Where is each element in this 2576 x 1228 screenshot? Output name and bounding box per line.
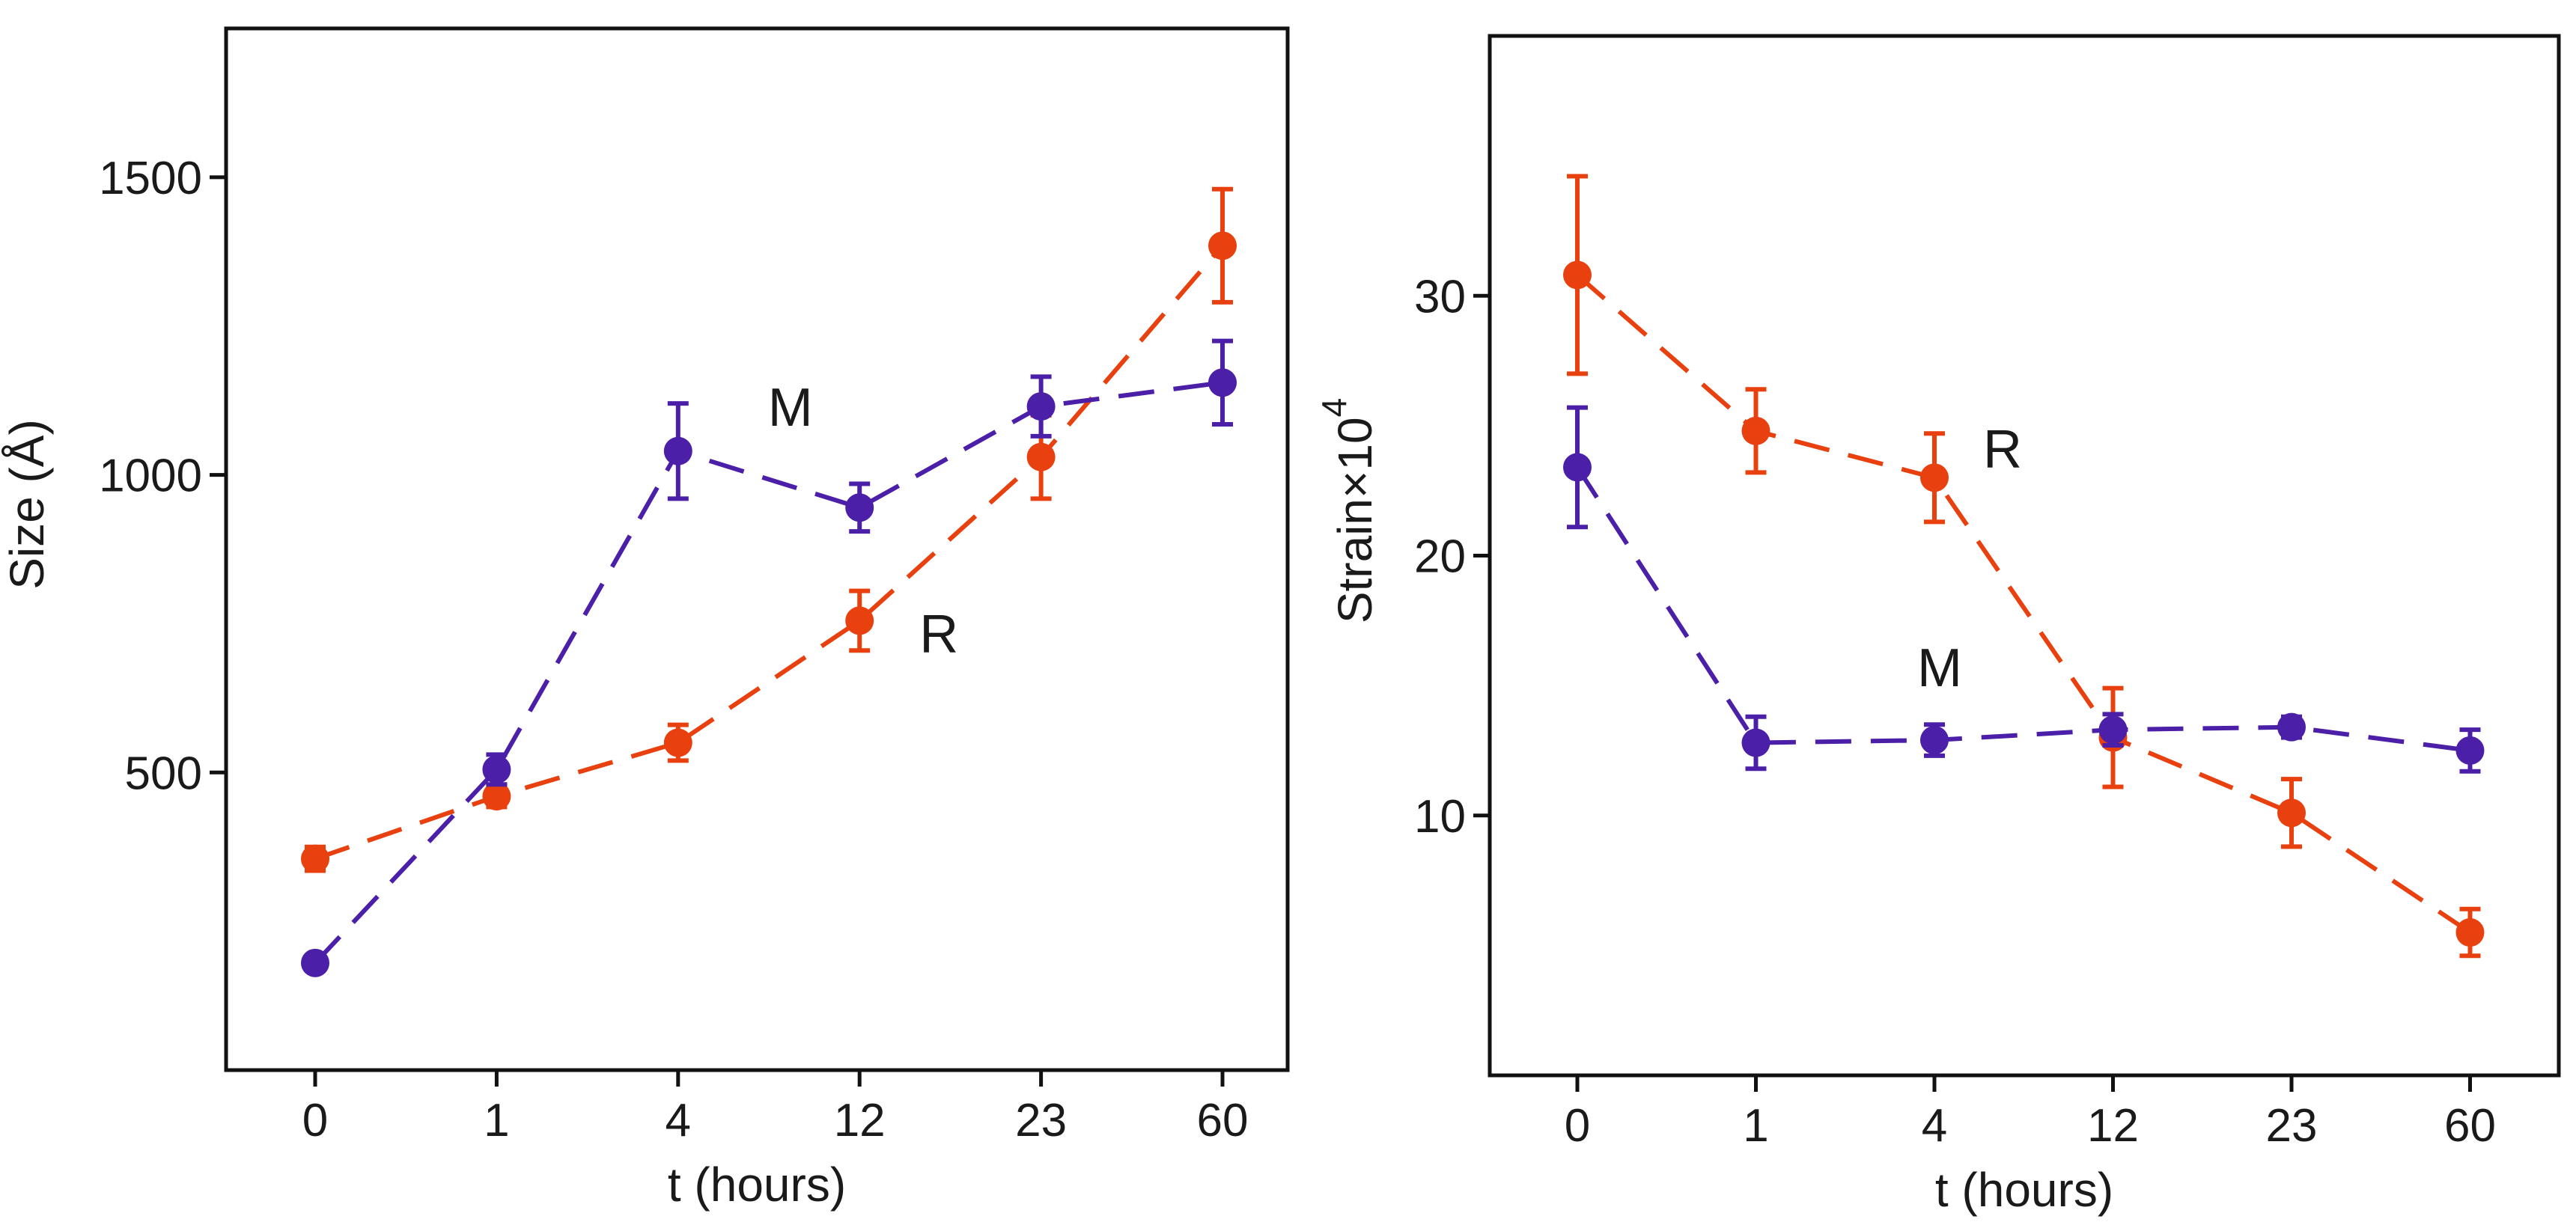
data-point [1026,442,1056,471]
data-point [2098,715,2128,745]
series-line [314,244,1225,861]
x-tick-label: 1 [1743,1100,1768,1152]
y-tick-label: 1500 [99,153,202,204]
data-point [2455,736,2485,765]
y-tick-label: 500 [125,748,202,799]
x-tick-label: 12 [2087,1100,2139,1152]
x-tick-label: 60 [1197,1095,1249,1146]
x-tick-label: 4 [1922,1100,1947,1152]
data-point [2455,918,2485,947]
data-point [1208,368,1237,397]
data-point [301,948,329,977]
series-annotation-R: R [919,604,958,664]
data-point [2277,798,2306,828]
series-M [301,338,1237,977]
x-tick-label: 0 [302,1095,328,1146]
series-annotation-M: M [1917,638,1962,698]
y-tick-label: 30 [1414,271,1466,323]
series-R [301,186,1237,873]
data-point [1741,728,1770,757]
x-tick-label: 60 [2444,1100,2496,1152]
data-point [663,436,692,465]
y-tick-label: 1000 [99,450,202,502]
data-point [1920,463,1949,492]
data-point [1920,726,1949,755]
data-point [482,755,511,784]
data-point [1026,392,1056,421]
series-line [313,380,1223,965]
data-point [663,728,692,757]
x-axis-title: t (hours) [668,1158,846,1212]
x-tick-label: 23 [2266,1100,2318,1152]
data-point [1563,453,1592,482]
data-point [301,844,329,873]
x-axis-title: t (hours) [1935,1163,2113,1217]
x-tick-label: 4 [666,1095,691,1146]
series-M [1563,405,2485,774]
series-annotation-R: R [1983,419,2022,479]
size-chart: 0 1 4 12 23 60 500 1000 1500 t (hours) Size (Å) M R [0,26,1290,1212]
data-point [845,606,874,635]
x-tick-label: 23 [1015,1095,1067,1146]
y-tick-label: 20 [1414,531,1466,583]
plot-frame [1488,34,2561,1078]
plot-frame [224,26,1290,1072]
y-axis-title: Size (Å) [0,419,54,590]
x-tick-label: 1 [484,1095,509,1146]
data-point [1563,260,1592,290]
data-point [482,782,511,811]
x-tick-label: 12 [834,1095,886,1146]
y-axis-title-text: Strain×10 [1328,417,1382,623]
y-axis-title-text: Size (Å) [0,419,54,590]
series-annotation-M: M [768,378,813,438]
series-R [1563,174,2485,959]
data-point [845,493,874,522]
x-tick-label: 0 [1565,1100,1590,1152]
data-point [1208,231,1237,260]
y-axis-title-superscript: 4 [1315,398,1354,418]
y-tick-label: 10 [1414,791,1466,843]
series-line [1575,465,2470,753]
data-point [2277,712,2306,742]
y-axis-title: Strain×104 [1315,398,1382,623]
data-point [1741,416,1770,445]
series-line [1576,273,2472,935]
